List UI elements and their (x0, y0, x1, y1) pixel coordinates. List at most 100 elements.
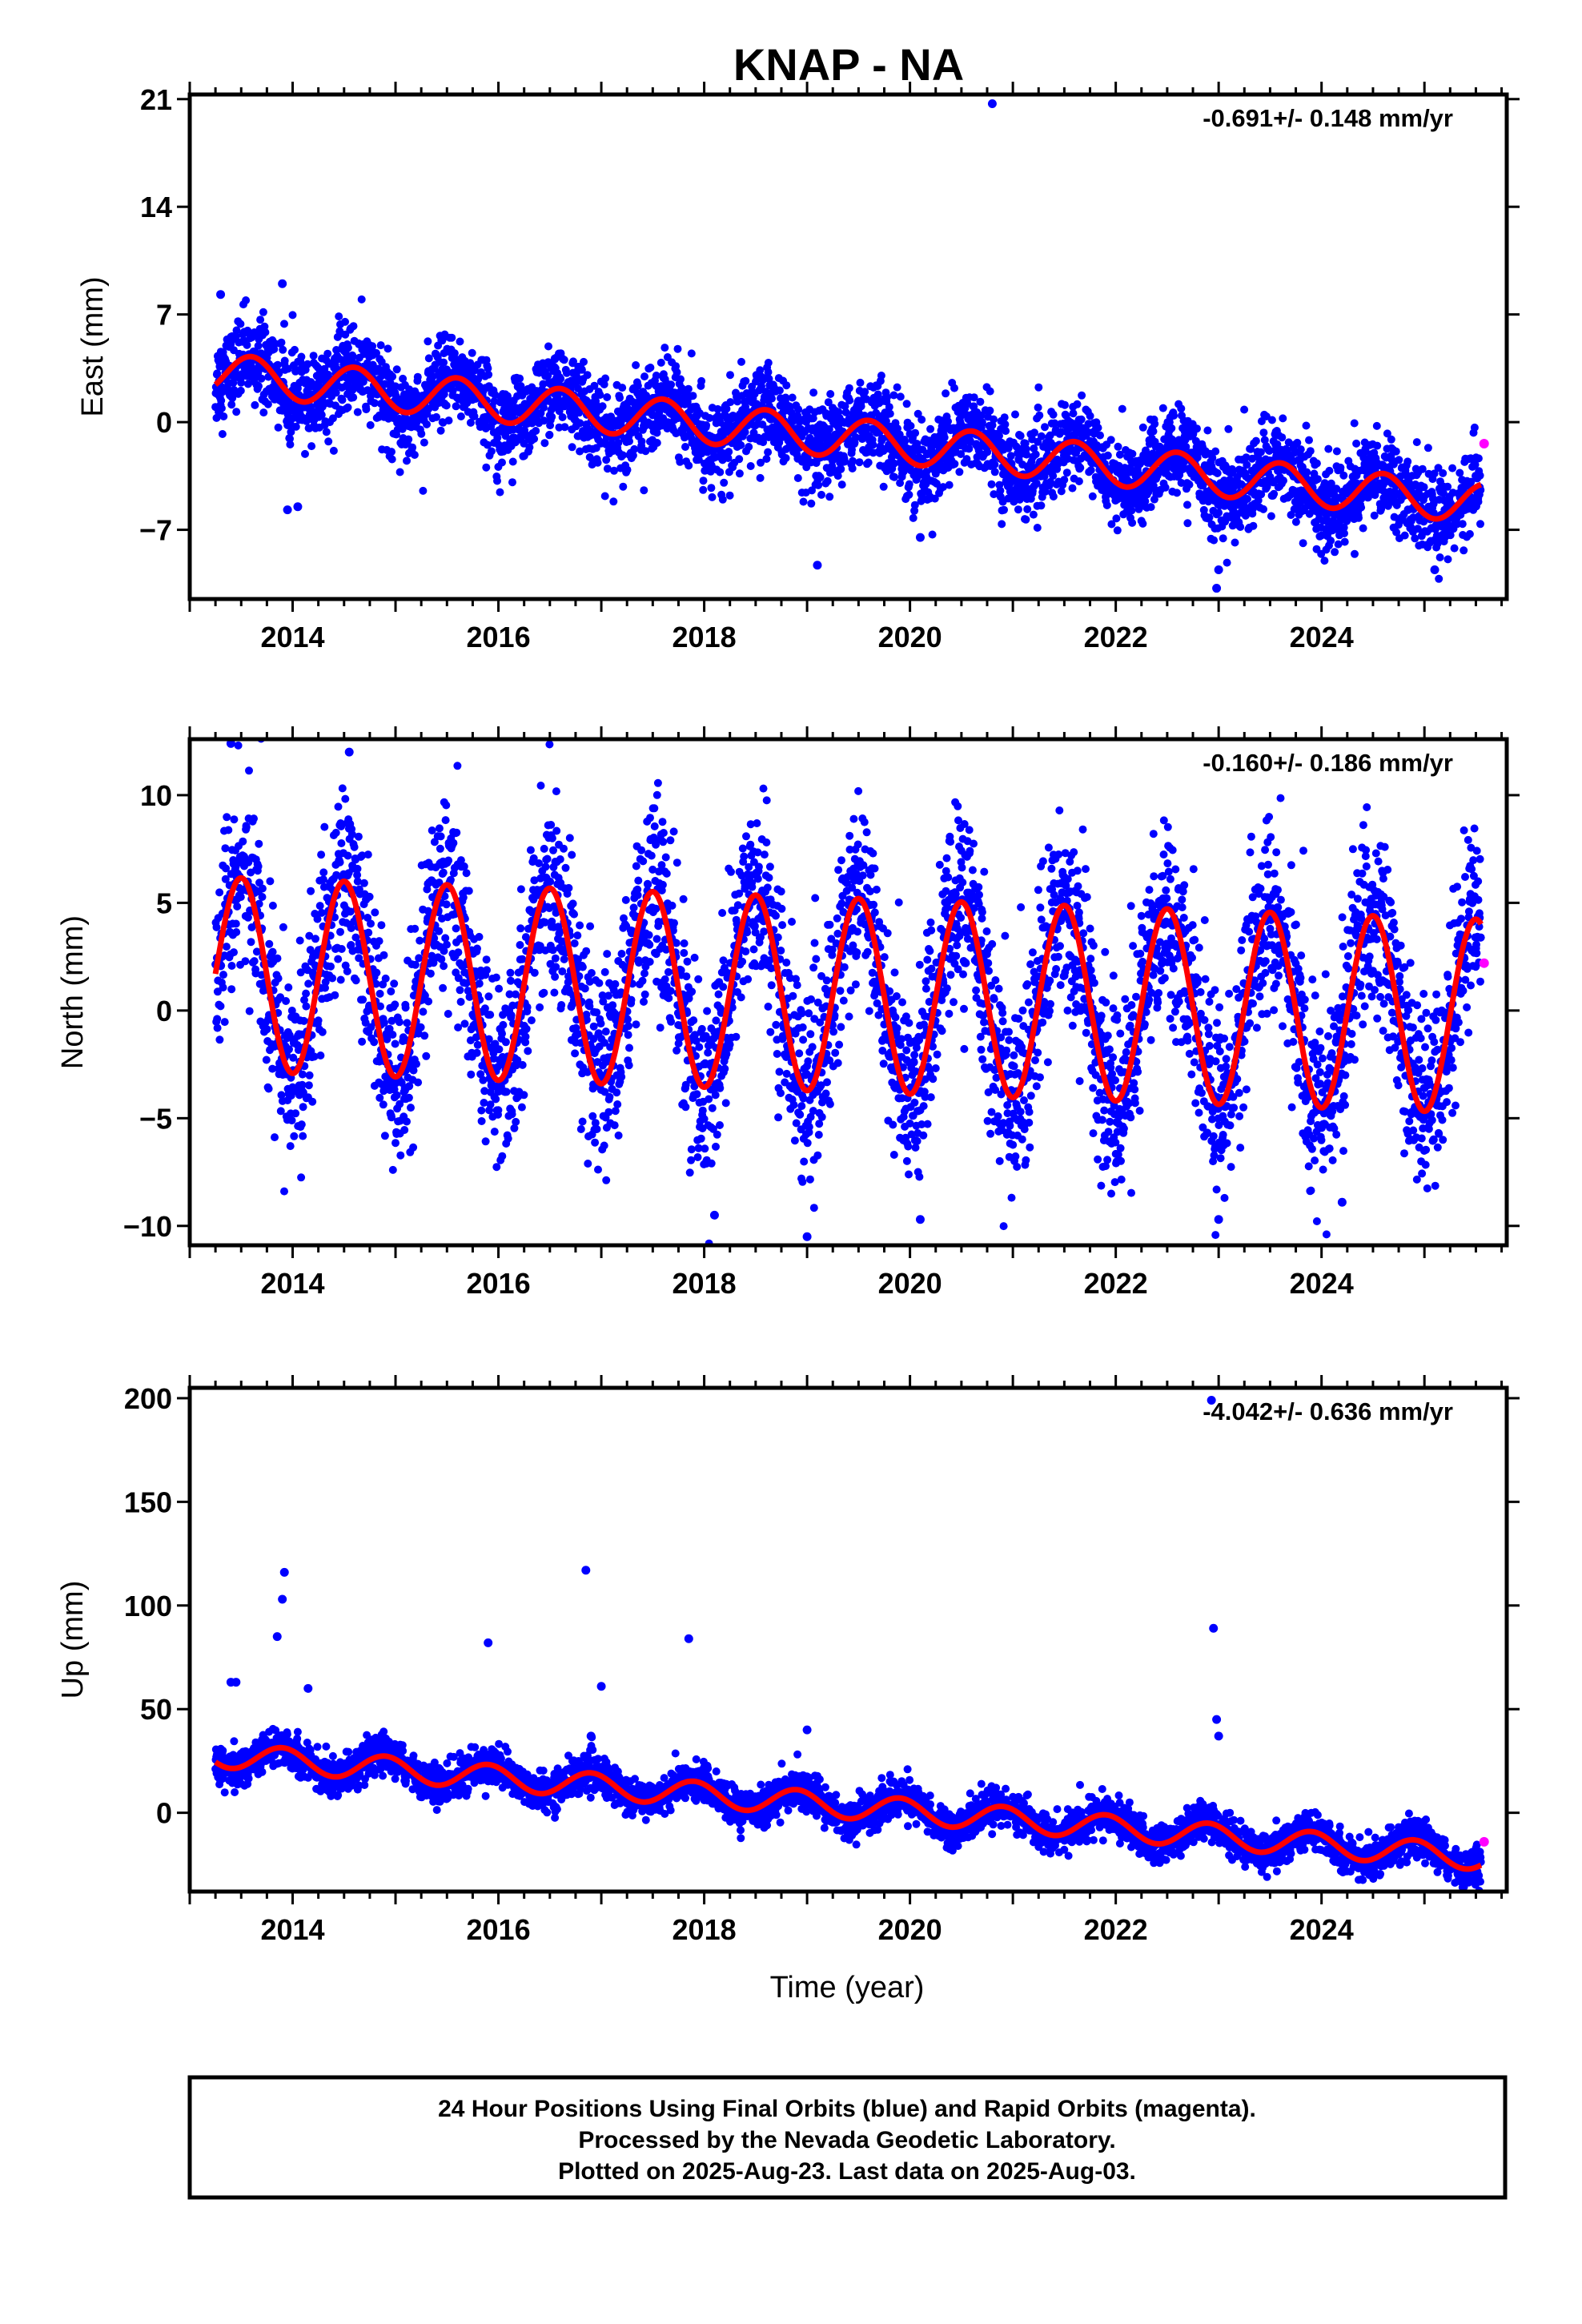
east-frame (187, 92, 1509, 601)
east-x-tick-label: 2016 (467, 621, 531, 653)
east-outlier-point (293, 502, 303, 512)
up-outlier-point (272, 1632, 282, 1642)
east-y-tick-label: 21 (140, 83, 172, 116)
up-y-tick-label: 150 (124, 1486, 172, 1518)
up-y-tick-label: 100 (124, 1590, 172, 1622)
north-frame (187, 737, 1509, 1248)
east-outlier-point (1212, 584, 1222, 593)
up-outlier-points (226, 1396, 1223, 1741)
east-x-tick-label: 2014 (260, 621, 324, 653)
east-model-curve (213, 353, 1484, 522)
north-outlier-points (226, 739, 1347, 1241)
east-y-ticks (177, 98, 1520, 532)
up-outlier-point (684, 1634, 693, 1643)
north-outlier-point (226, 739, 235, 748)
north-y-axis-label: North (mm) (56, 915, 90, 1069)
north-y-tick-label: 5 (156, 887, 172, 919)
up-x-tick-label: 2018 (673, 1913, 737, 1946)
north-x-tick-label: 2016 (467, 1267, 531, 1300)
panels: 2014 2016 2018 2020 2022 2024 21 14 7 0 −7 East (mm… (56, 82, 1520, 2004)
up-y-tick-label: 200 (124, 1382, 172, 1415)
up-x-tick-label: 2022 (1084, 1913, 1148, 1946)
east-x-tick-label: 2022 (1084, 621, 1148, 653)
north-y-tick-label: 0 (156, 995, 172, 1027)
north-x-tick-label: 2020 (878, 1267, 942, 1300)
up-outlier-point (1214, 1731, 1223, 1741)
east-x-tick-label: 2024 (1290, 621, 1354, 653)
panel-up: 2014 2016 2018 2020 2022 2024 200 150 100 50 0 Up (… (56, 1375, 1520, 2004)
up-frame (187, 1385, 1509, 1894)
up-x-tick-label: 2024 (1290, 1913, 1354, 1946)
east-rapid-orbit-point (1479, 439, 1489, 449)
up-y-tick-label: 50 (140, 1693, 172, 1726)
north-outlier-point (709, 1210, 719, 1220)
east-outlier-point (1214, 565, 1223, 575)
up-outlier-point (802, 1725, 812, 1735)
north-rapid-orbit-point (1479, 958, 1489, 968)
east-y-tick-label: 14 (140, 191, 172, 223)
east-data (211, 99, 1489, 593)
up-y-tick-label: 0 (156, 1797, 172, 1830)
north-rate-annotation: -0.160+/- 0.186 mm/yr (1203, 749, 1453, 777)
up-x-tick-label: 2020 (878, 1913, 942, 1946)
east-y-axis-label: East (mm) (76, 276, 110, 416)
up-outlier-point (581, 1566, 591, 1575)
east-outlier-point (915, 533, 925, 542)
east-x-tick-label: 2020 (878, 621, 942, 653)
up-rapid-orbit-point (1479, 1836, 1489, 1847)
up-outlier-point (484, 1638, 493, 1647)
east-outlier-point (987, 99, 997, 109)
up-outlier-point (303, 1683, 313, 1693)
north-y-ticks (177, 794, 1520, 1228)
up-x-tick-label: 2014 (260, 1913, 324, 1946)
up-outlier-point (231, 1678, 241, 1687)
chart-title: KNAP - NA (733, 39, 964, 90)
north-outlier-point (1337, 1197, 1347, 1207)
up-model-curve (213, 1744, 1484, 1872)
up-outlier-point (586, 1731, 596, 1741)
up-outlier-point (279, 1567, 289, 1577)
east-outlier-point (216, 290, 226, 300)
north-model-curve (212, 875, 1484, 1115)
east-x-ticks (188, 82, 1504, 612)
east-outlier-point (278, 279, 287, 288)
x-axis-label: Time (year) (770, 1971, 925, 2004)
up-data (211, 1396, 1489, 1892)
up-outlier-point (278, 1594, 287, 1604)
east-rate-annotation: -0.691+/- 0.148 mm/yr (1203, 104, 1453, 132)
east-y-tick-label: 0 (156, 406, 172, 439)
north-x-ticks (188, 726, 1504, 1258)
east-final-orbit-points (211, 295, 1485, 583)
north-data (211, 739, 1489, 1245)
north-x-tick-label: 2024 (1290, 1267, 1354, 1300)
up-outlier-point (596, 1682, 606, 1691)
up-y-ticks (177, 1397, 1520, 1815)
up-x-tick-label: 2016 (467, 1913, 531, 1946)
north-outlier-point (802, 1232, 812, 1241)
north-y-tick-label: 10 (140, 779, 172, 812)
north-outlier-point (344, 747, 354, 757)
east-y-tick-label: 7 (156, 299, 172, 332)
east-outlier-point (813, 561, 822, 570)
north-outlier-point (915, 1215, 925, 1224)
north-outlier-point (1214, 1215, 1223, 1224)
up-rate-annotation: -4.042+/- 0.636 mm/yr (1203, 1397, 1453, 1425)
footer-line-3: Plotted on 2025-Aug-23. Last data on 202… (558, 2158, 1136, 2185)
up-outlier-point (1212, 1715, 1222, 1724)
east-x-tick-label: 2018 (673, 621, 737, 653)
north-y-tick-label: −5 (139, 1102, 172, 1135)
east-outlier-points (216, 99, 1439, 593)
up-outlier-point (1209, 1623, 1219, 1633)
up-x-ticks (188, 1375, 1504, 1904)
footer-line-1: 24 Hour Positions Using Final Orbits (bl… (438, 2096, 1256, 2122)
north-x-tick-label: 2022 (1084, 1267, 1148, 1300)
footer-box: 24 Hour Positions Using Final Orbits (bl… (187, 2075, 1508, 2200)
north-x-tick-label: 2018 (673, 1267, 737, 1300)
east-outlier-point (1430, 565, 1439, 575)
up-final-orbit-points (211, 1724, 1485, 1892)
panel-east: 2014 2016 2018 2020 2022 2024 21 14 7 0 −7 East (mm… (76, 82, 1520, 653)
north-x-tick-label: 2014 (260, 1267, 324, 1300)
east-y-tick-label: −7 (139, 514, 172, 547)
east-outlier-point (283, 505, 292, 515)
